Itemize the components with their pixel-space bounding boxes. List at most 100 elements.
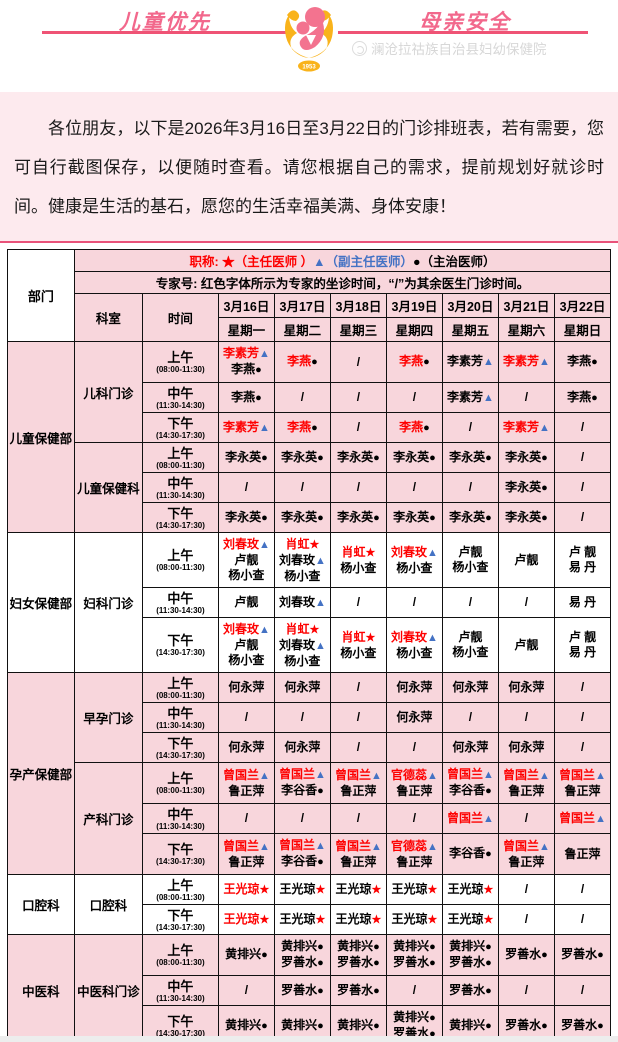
schedule-cell: / [497, 702, 555, 734]
doctor-name: 曾国兰 [559, 767, 596, 782]
time-cell: 上午 (08:00-11:30) [141, 934, 219, 977]
schedule-cell: 刘春玫▲ 卢靓 杨小查 [217, 617, 275, 674]
title-symbol-icon: ▲ [483, 391, 494, 404]
no-expert-slash: / [580, 680, 585, 695]
doctor-name: 李燕 [567, 354, 592, 369]
doctor-entry: 官德蕊▲ [387, 768, 441, 784]
schedule-cell: 李永英● [497, 472, 555, 504]
doctor-name: 刘春玫 [390, 544, 427, 559]
schedule-cell: 曾国兰▲ 鲁正萍 [217, 833, 275, 876]
no-expert-slash: / [356, 595, 361, 610]
time-cell: 中午 (11:30-14:30) [141, 702, 219, 734]
schedule-cell: 黄排兴● 罗善水● [441, 934, 499, 977]
no-expert-slash: / [524, 390, 529, 405]
title-symbol-icon: ▲ [371, 840, 382, 853]
doctor-entry: 罗善水● [555, 1018, 609, 1034]
schedule-cell: 黄排兴● [217, 934, 275, 977]
title-symbol-icon: ● [429, 941, 436, 954]
schedule-cell: 曾国兰▲ 李谷香● [273, 762, 331, 805]
time-range-label: (08:00-11:30) [156, 563, 205, 573]
time-range-label: (11:30-14:30) [156, 720, 205, 730]
weekday-header: 星期三 [329, 317, 387, 343]
doctor-name: 鲁正萍 [564, 783, 601, 798]
title-symbol-icon: ▲ [483, 356, 494, 369]
doctor-entry: 王光琼★ [275, 882, 329, 898]
title-symbol-icon: ● [541, 451, 548, 464]
doctor-entry: / [387, 480, 441, 495]
doctor-entry: / [499, 595, 553, 610]
doctor-name: 何永萍 [508, 680, 545, 695]
title-symbol-icon: ● [317, 941, 324, 954]
legend-text: （副主任医师） [325, 255, 413, 270]
doctor-name: 鲁正萍 [508, 854, 545, 869]
room-cell: 口腔科 [73, 874, 143, 936]
doctor-name: 黄排兴 [281, 1018, 318, 1033]
doctor-entry: 杨小查 [219, 653, 273, 668]
doctor-entry: / [499, 811, 553, 826]
weekday-header: 星期二 [273, 317, 331, 343]
doctor-name: 李燕 [231, 389, 256, 404]
doctor-entry: / [275, 811, 329, 826]
time-cell: 中午 (11:30-14:30) [141, 587, 219, 619]
doctor-entry: 黄排兴● [331, 939, 385, 955]
doctor-entry: 李永英● [499, 510, 553, 526]
schedule-cell: 刘春玫▲ [273, 587, 331, 619]
schedule-cell: / [553, 412, 612, 444]
doctor-name: 李永英 [337, 449, 374, 464]
doctor-entry: / [555, 480, 609, 495]
doctor-name: 曾国兰 [334, 838, 371, 853]
doctor-entry: 李永英● [331, 449, 385, 466]
doctor-name: 杨小查 [284, 653, 321, 668]
doctor-entry: 罗善水● [499, 1018, 553, 1034]
title-symbol-icon: ● [591, 356, 598, 369]
doctor-name: 李永英 [337, 509, 374, 524]
doctor-entry: 李永英● [443, 510, 497, 526]
no-expert-slash: / [300, 390, 305, 405]
doctor-name: 卢靓 [234, 553, 259, 568]
doctor-name: 李永英 [449, 449, 486, 464]
doctor-name: 黄排兴 [393, 939, 430, 954]
title-symbol-icon: ▲ [371, 769, 382, 782]
schedule-cell: / [553, 472, 612, 504]
title-symbol-icon: ★ [427, 913, 438, 926]
doctor-entry: / [331, 420, 385, 435]
doctor-entry: 曾国兰▲ [331, 838, 385, 855]
doctor-entry: / [331, 595, 385, 610]
banner-divider-right [338, 31, 588, 34]
no-expert-slash: / [356, 710, 361, 725]
title-symbol-icon: ▲ [259, 421, 270, 434]
title-symbol-icon: ● [485, 941, 492, 954]
title-symbol-icon: ● [373, 451, 380, 464]
doctor-name: 杨小查 [452, 560, 489, 575]
schedule-cell: 李燕● [553, 341, 612, 384]
schedule-cell: / [217, 803, 275, 835]
title-symbol-icon: ● [317, 1020, 324, 1033]
doctor-name: 易 丹 [568, 645, 597, 660]
legend-symbol-red-icon: ★ [222, 255, 235, 270]
schedule-cell: / [553, 672, 612, 704]
doctor-name: 罗善水 [337, 955, 374, 970]
doctor-entry: 罗善水● [387, 955, 441, 971]
bottom-strip [0, 1036, 618, 1042]
title-symbol-icon: ● [485, 785, 492, 798]
no-expert-slash: / [244, 480, 249, 495]
no-expert-slash: / [580, 882, 585, 897]
schedule-row: 儿童保健科 上午 (08:00-11:30) 李永英● 李永英● 李永英● 李永英● 李永英●… [7, 442, 612, 534]
doctor-entry: 李燕● [275, 354, 329, 370]
title-symbol-icon: ▲ [315, 769, 326, 782]
doctor-entry: 卢靓 [219, 595, 273, 610]
doctor-entry: 罗善水● [331, 983, 385, 999]
watermark-text: 澜沧拉祜族自治县妇幼保健院 [371, 42, 547, 57]
schedule-cell: 李永英● [217, 502, 275, 534]
time-period-label: 中午 [167, 978, 194, 994]
doctor-name: 曾国兰 [278, 767, 315, 782]
doctor-name: 杨小查 [228, 653, 265, 668]
schedule-row: 下午 (14:30-17:30) 王光琼★ 王光琼★ 王光琼★ 王光琼★ 王光琼★ / / [7, 904, 612, 936]
no-expert-slash: / [356, 390, 361, 405]
doctor-entry: 王光琼★ [387, 912, 441, 928]
doctor-entry: 卢 靓 [555, 545, 609, 560]
doctor-name: 罗善水 [449, 955, 486, 970]
doctor-entry: 杨小查 [443, 560, 497, 575]
title-symbol-icon: ● [485, 957, 492, 970]
no-expert-slash: / [468, 480, 473, 495]
